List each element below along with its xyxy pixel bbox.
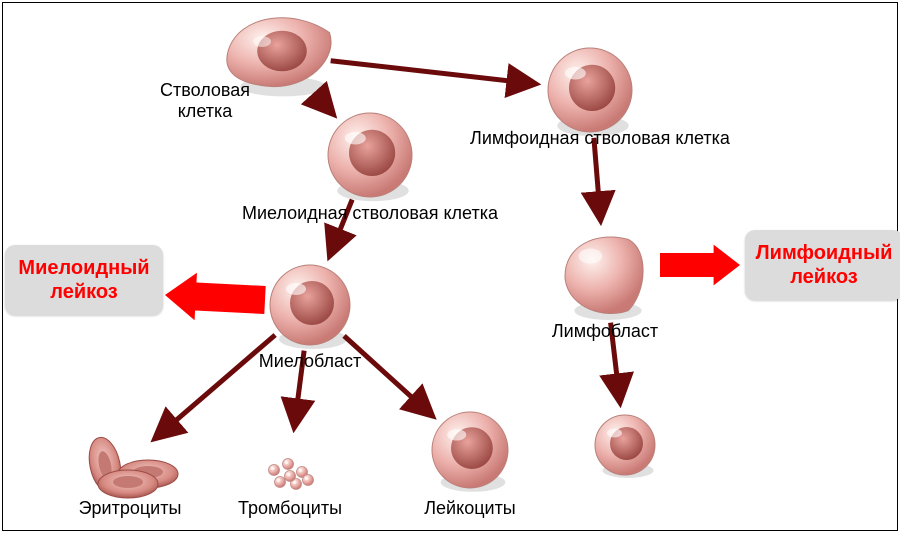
leukocytes-label: Лейкоциты bbox=[390, 498, 550, 519]
erythrocytes-label: Эритроциты bbox=[50, 498, 210, 519]
thrombocytes-label: Тромбоциты bbox=[210, 498, 370, 519]
lymphoid_leukemia-callout: Лимфоидный лейкоз bbox=[745, 230, 900, 300]
myeloblast-label: Миелобласт bbox=[160, 351, 460, 372]
myeloid_stem-label: Миелоидная стволовая клетка bbox=[210, 203, 530, 224]
stem-label: Стволовая клетка bbox=[115, 80, 295, 122]
lymphoid_stem-label: Лимфоидная стволовая клетка bbox=[470, 128, 790, 149]
lymphoblast-label: Лимфобласт bbox=[455, 321, 755, 342]
myeloid_leukemia-callout: Миелоидный лейкоз bbox=[5, 245, 163, 315]
